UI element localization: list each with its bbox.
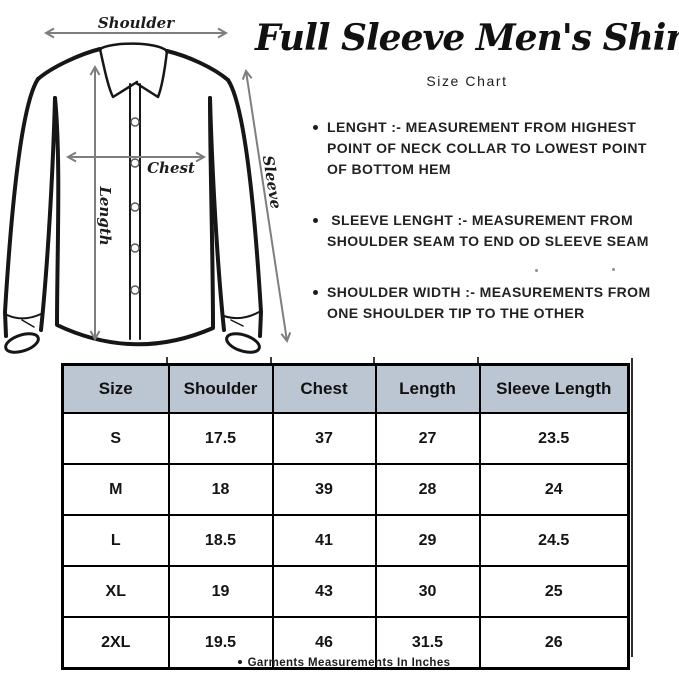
- size-cell: L: [61, 514, 170, 567]
- sleeve-arrow: [241, 68, 292, 344]
- table-row: S 17.5 37 27 23.5: [61, 412, 630, 465]
- table-row: XL 19 43 30 25: [61, 565, 630, 618]
- page-title: Full Sleeve Men's Shirt: [255, 17, 679, 59]
- placket-lines: [129, 83, 141, 340]
- measurement-cell: 26: [478, 616, 630, 670]
- measurement-cell: 19: [167, 565, 274, 618]
- measurement-cell: 27: [374, 412, 481, 465]
- right-cuff-icon: [225, 332, 261, 354]
- measurement-cell: 23.5: [478, 412, 630, 465]
- measurement-cell: 39: [271, 463, 377, 516]
- measurement-cell: 30: [374, 565, 481, 618]
- gridline-stub: [270, 357, 272, 363]
- column-header: Size: [61, 363, 170, 414]
- bullet-icon: [313, 218, 318, 223]
- column-header: Sleeve Length: [478, 363, 630, 414]
- size-cell: 2XL: [61, 616, 170, 670]
- gridline-stub: [166, 357, 168, 363]
- bullet-icon: [313, 290, 318, 295]
- measurement-notes: LENGHT :- MEASUREMENT FROM HIGHEST POINT…: [313, 117, 675, 354]
- header-block: Full Sleeve Men's Shirt Size Chart: [255, 12, 679, 89]
- chest-label: Chest: [147, 159, 195, 177]
- measurement-cell: 24: [478, 463, 630, 516]
- artifact-dot: [535, 269, 538, 272]
- shirt-diagram: Shoulder Chest Length Sleeve: [3, 14, 292, 354]
- column-header: Chest: [271, 363, 377, 414]
- note-text: SHOULDER WIDTH :- MEASUREMENTS FROM ONE …: [327, 284, 651, 321]
- table-header-row: Size Shoulder Chest Length Sleeve Length: [61, 363, 630, 414]
- gridline-stub: [631, 358, 633, 657]
- measurement-cell: 46: [271, 616, 377, 670]
- measurement-cell: 43: [271, 565, 377, 618]
- size-table-container: Size Shoulder Chest Length Sleeve Length S 17…: [61, 357, 633, 670]
- page-subtitle: Size Chart: [426, 73, 508, 89]
- artifact-dot: [612, 268, 615, 271]
- units-note-text: Garments Measurements In Inches: [247, 657, 451, 669]
- measurement-cell: 18.5: [167, 514, 274, 567]
- length-label: Length: [96, 185, 114, 245]
- column-header: Length: [374, 363, 481, 414]
- measurement-cell: 17.5: [167, 412, 274, 465]
- note-shoulder-width: SHOULDER WIDTH :- MEASUREMENTS FROM ONE …: [313, 282, 675, 324]
- note-text: LENGHT :- MEASUREMENT FROM HIGHEST POINT…: [327, 119, 647, 177]
- table-row: 2XL 19.5 46 31.5 26: [61, 616, 630, 670]
- measurement-cell: 18: [167, 463, 274, 516]
- shirt-outline: [3, 42, 263, 354]
- units-note: Garments Measurements In Inches: [61, 657, 627, 669]
- measurement-cell: 31.5: [374, 616, 481, 670]
- size-table: Size Shoulder Chest Length Sleeve Length S 17…: [61, 363, 630, 670]
- table-row: M 18 39 28 24: [61, 463, 630, 516]
- size-cell: S: [61, 412, 170, 465]
- table-row: L 18.5 41 29 24.5: [61, 514, 630, 567]
- gridline-stub: [477, 357, 479, 363]
- measurement-cell: 41: [271, 514, 377, 567]
- column-header: Shoulder: [167, 363, 274, 414]
- gridline-stub: [373, 357, 375, 363]
- measurement-cell: 25: [478, 565, 630, 618]
- note-length: LENGHT :- MEASUREMENT FROM HIGHEST POINT…: [313, 117, 675, 180]
- shoulder-label: Shoulder: [98, 14, 175, 32]
- measurement-cell: 37: [271, 412, 377, 465]
- measurement-cell: 19.5: [167, 616, 274, 670]
- note-text: SLEEVE LENGHT :- MEASUREMENT FROM SHOULD…: [327, 212, 649, 249]
- measurement-cell: 24.5: [478, 514, 630, 567]
- collar-icon: [98, 42, 169, 99]
- size-cell: XL: [61, 565, 170, 618]
- note-sleeve-length: SLEEVE LENGHT :- MEASUREMENT FROM SHOULD…: [313, 210, 675, 252]
- measurement-cell: 28: [374, 463, 481, 516]
- button-icons: [130, 117, 140, 295]
- left-cuff-icon: [4, 332, 40, 354]
- bullet-icon: [313, 125, 318, 130]
- measurement-cell: 29: [374, 514, 481, 567]
- size-cell: M: [61, 463, 170, 516]
- bullet-icon: [237, 659, 242, 664]
